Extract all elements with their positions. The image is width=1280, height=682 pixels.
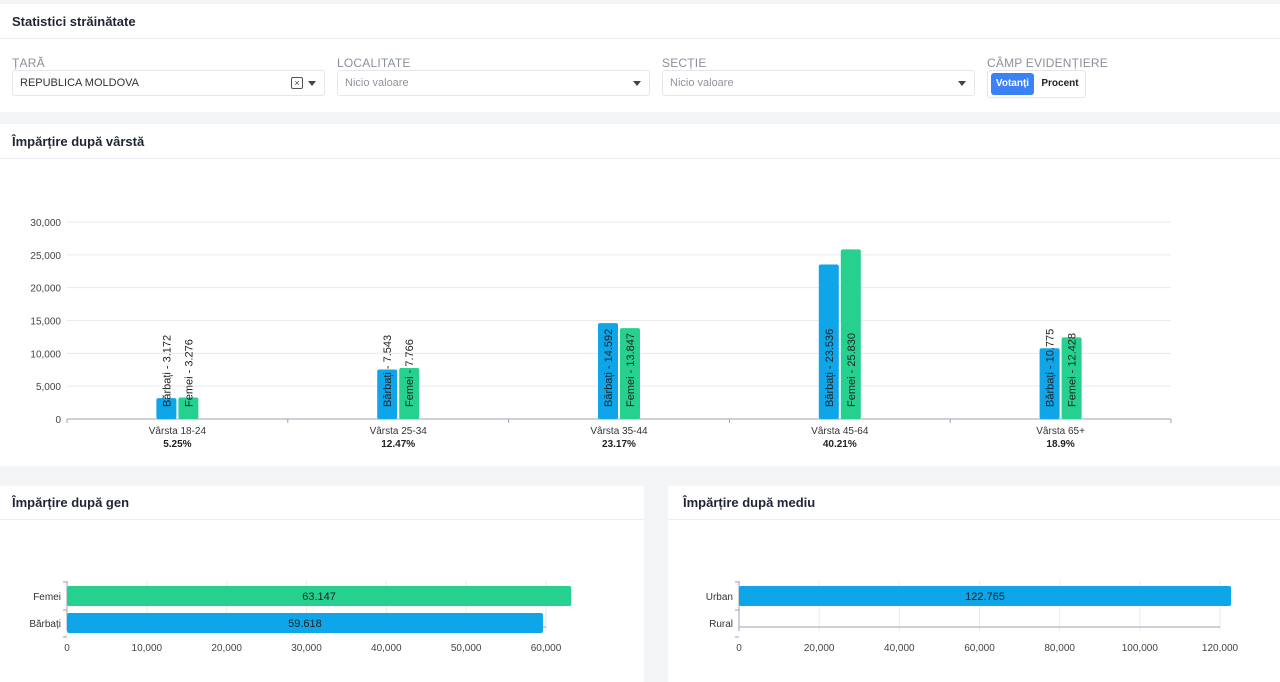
x-tick-label: 50,000 [451,643,482,654]
country-value: REPUBLICA MOLDOVA [20,77,139,89]
env-card: Împărțire după mediu 0 20,000 40,000 60,000… [668,486,1280,682]
x-percentage-label: 5.25% [163,439,191,450]
age-section-title: Împărțire după vârstă [12,134,145,149]
divider [0,38,1280,39]
country-select[interactable]: REPUBLICA MOLDOVA × [12,70,325,96]
bar-value-label: Femei - 3.276 [183,339,195,407]
x-tick-label: 20,000 [211,643,242,654]
x-tick-label: 30,000 [291,643,322,654]
bar-value-label: Femei - 12.428 [1067,333,1079,407]
clear-icon[interactable]: × [291,77,303,89]
bar-barbati [1039,348,1060,419]
age-bar-chart: 0 5,000 10,000 15,000 20,000 25,000 30,000 Bărb… [30,218,1172,450]
bar-femei [840,249,861,419]
x-category-label: Vârsta 65+ [1036,426,1085,437]
locality-label: LOCALITATE [337,56,411,70]
gender-bar-chart: 0 10,000 20,000 30,000 40,000 50,000 60,000 Fem… [29,581,572,654]
hbar [67,613,543,633]
y-tick-label: 25,000 [30,251,61,262]
x-tick-label: 120,000 [1202,643,1239,654]
bar-value-label: Bărbați - 14.592 [603,329,615,407]
y-tick-label: 10,000 [30,349,61,360]
bar-femei [1061,337,1082,419]
page-title: Statistici străinătate [12,14,136,29]
env-bar-chart: 0 20,000 40,000 60,000 80,000 100,000 120,000 U… [706,581,1239,654]
bar-value-label: Femei - 25.830 [846,333,858,407]
section-label: SECȚIE [662,56,707,70]
highlight-label: CÂMP EVIDENȚIERE [987,56,1109,70]
y-tick-label: 20,000 [30,284,61,295]
x-tick-label: 0 [64,643,70,654]
highlight-toggle-group: Votanți Procent [987,70,1086,98]
bar-value-label: Femei - 7.766 [404,339,416,407]
bar-value-label: 63.147 [302,591,336,603]
section-placeholder: Nicio valoare [670,77,734,89]
x-tick-label: 20,000 [804,643,835,654]
bar-femei [399,368,420,419]
x-category-label: Vârsta 45-64 [811,426,869,437]
x-percentage-label: 40.21% [823,439,857,450]
env-section-title: Împărțire după mediu [683,495,816,510]
divider [0,519,644,520]
gender-section-title: Împărțire după gen [12,495,130,510]
filters-card: Statistici străinătate ȚARĂ REPUBLICA MO… [0,4,1280,112]
x-percentage-label: 12.47% [381,439,415,450]
y-tick-label: 5,000 [36,382,61,393]
bar-value-label: Femei - 13.847 [625,333,637,407]
chevron-down-icon[interactable] [958,81,966,86]
x-percentage-label: 23.17% [602,439,636,450]
x-tick-label: 10,000 [132,643,163,654]
toggle-procent[interactable]: Procent [1041,78,1079,89]
bar-value-label: Bărbați - 7.543 [382,335,394,407]
x-tick-label: 100,000 [1122,643,1159,654]
bar-femei [178,397,199,419]
y-tick-label: 0 [55,415,61,426]
x-tick-label: 40,000 [884,643,915,654]
bar-barbati [598,323,618,419]
x-category-label: Vârsta 18-24 [149,426,207,437]
x-tick-label: 60,000 [964,643,995,654]
bar-barbati [377,369,398,419]
x-tick-label: 40,000 [371,643,402,654]
country-label: ȚARĂ [12,56,45,70]
x-tick-label: 60,000 [531,643,562,654]
y-category-label: Bărbați [29,619,61,630]
hbar [67,586,572,606]
bar-barbati [818,264,839,419]
y-category-label: Femei [33,592,61,603]
bar-barbati [156,398,177,419]
y-tick-label: 15,000 [30,317,61,328]
chevron-down-icon[interactable] [308,81,316,86]
locality-placeholder: Nicio valoare [345,77,409,89]
section-select[interactable]: Nicio valoare [662,70,975,96]
divider [668,519,1280,520]
divider [0,158,1280,159]
x-category-label: Vârsta 25-34 [370,426,428,437]
y-tick-label: 30,000 [30,218,61,229]
bar-femei [620,328,640,419]
toggle-votanti[interactable]: Votanți [991,73,1034,95]
gender-card: Împărțire după gen 0 10,000 20,000 30,000 40… [0,486,644,682]
hbar [739,586,1232,606]
y-category-label: Urban [706,592,733,603]
chevron-down-icon[interactable] [633,81,641,86]
x-tick-label: 80,000 [1044,643,1075,654]
x-percentage-label: 18.9% [1046,439,1074,450]
locality-select[interactable]: Nicio valoare [337,70,650,96]
y-category-label: Rural [709,619,733,630]
bar-value-label: Bărbați - 10.775 [1045,329,1057,407]
bar-value-label: 122.765 [965,591,1005,603]
bar-value-label: 59.618 [288,618,322,630]
x-category-label: Vârsta 35-44 [590,426,648,437]
age-card: Împărțire după vârstă 0 5,000 10,000 15,000… [0,124,1280,466]
bar-value-label: Bărbați - 23.536 [824,329,836,407]
bar-value-label: Bărbați - 3.172 [161,335,173,407]
x-tick-label: 0 [736,643,742,654]
